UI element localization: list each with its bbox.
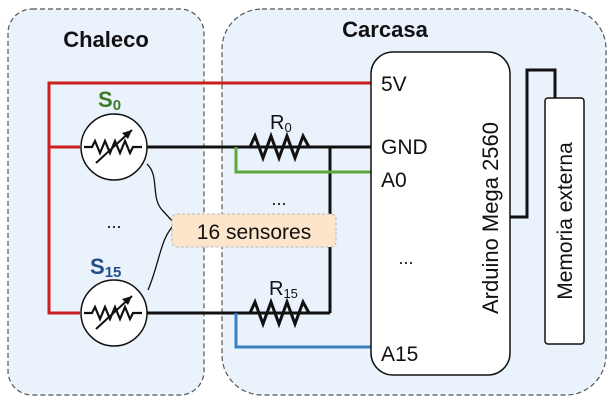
resistor-r15 [248, 297, 311, 329]
resistor-ellipsis: ... [271, 189, 286, 209]
arduino-pin-5v: 5V [381, 73, 407, 96]
arduino-pin-gnd: GND [381, 136, 428, 159]
arduino-pin-a0: A0 [381, 169, 407, 192]
sensor-s0-label: S0 [98, 87, 121, 114]
housing-title: Carcasa [342, 17, 428, 42]
power-wire [47, 81, 375, 315]
sensor-s0 [80, 113, 148, 181]
resistor-r15-label: R15 [269, 278, 298, 301]
memory-name: Memoria externa [554, 142, 577, 300]
sensor-ellipsis: ... [106, 212, 121, 232]
a15-wire [234, 313, 375, 349]
resistor-r0-label: R0 [270, 112, 292, 135]
arduino-pin-ellipsis: ... [398, 248, 413, 268]
arduino-pin-a15: A15 [381, 343, 418, 366]
arduino-name: Arduino Mega 2560 [478, 122, 503, 314]
vest-title: Chaleco [63, 27, 149, 52]
a0-wire [234, 147, 375, 174]
sensor-s15 [80, 279, 148, 347]
vest-group-box [7, 8, 205, 396]
sensor-count-label: 16 sensores [197, 221, 311, 244]
arduino-board [370, 51, 511, 376]
sensor-count-box [171, 213, 337, 248]
memory-link-wire [510, 68, 557, 219]
sensor-s15-label: S15 [90, 254, 121, 281]
memory-box [544, 97, 585, 345]
resistor-r0 [248, 131, 311, 163]
